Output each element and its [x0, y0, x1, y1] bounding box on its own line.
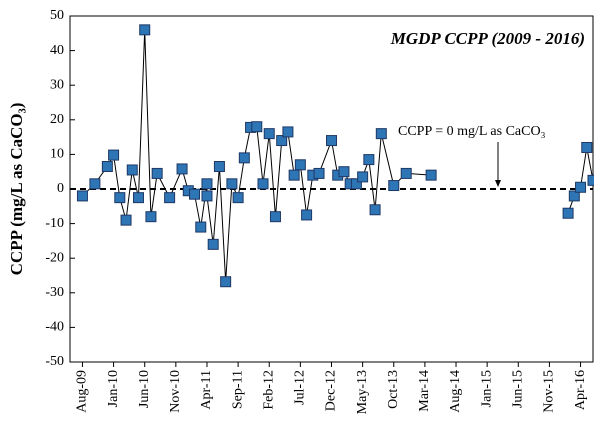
- data-point: [176, 163, 188, 175]
- x-tick-label: Sep-11: [230, 370, 245, 409]
- x-tick-label: Nov-10: [168, 370, 183, 413]
- y-axis-label: CCPP (mg/L as CaCO₃): [7, 103, 26, 276]
- data-point: [562, 207, 574, 219]
- x-tick-label: Aug-09: [75, 370, 90, 413]
- x-tick-label: Jun-15: [511, 370, 526, 408]
- data-point: [89, 178, 101, 190]
- y-tick-label: -10: [45, 216, 64, 231]
- data-point: [313, 167, 325, 179]
- data-point: [220, 276, 232, 288]
- data-point: [238, 152, 250, 164]
- data-point: [207, 238, 219, 250]
- data-point: [350, 178, 362, 190]
- chart-title: MGDP CCPP (2009 - 2016): [390, 29, 585, 48]
- x-tick-label: Oct-13: [386, 370, 401, 409]
- data-point: [294, 159, 306, 171]
- data-point: [581, 141, 593, 153]
- annotation: CCPP = 0 mg/L as CaCO₃: [398, 124, 546, 139]
- data-point: [276, 135, 288, 147]
- data-point: [587, 174, 594, 186]
- x-tick-label: Feb-12: [261, 370, 276, 410]
- data-point: [257, 178, 269, 190]
- data-point: [301, 209, 313, 221]
- data-point: [195, 221, 207, 233]
- data-point: [338, 166, 350, 178]
- data-point: [145, 211, 157, 223]
- data-point: [120, 214, 132, 226]
- data-point: [375, 128, 387, 140]
- data-point: [114, 192, 126, 204]
- data-point: [425, 169, 437, 181]
- data-point: [126, 164, 138, 176]
- y-tick-label: 20: [50, 112, 64, 127]
- data-point: [76, 190, 88, 202]
- data-point: [101, 161, 113, 173]
- x-tick-label: Jun-10: [137, 370, 152, 408]
- y-tick-label: 30: [50, 77, 64, 92]
- x-tick-label: May-13: [355, 370, 370, 414]
- x-tick-label: Dec-12: [324, 370, 339, 411]
- x-tick-label: Mar-14: [417, 370, 432, 412]
- data-point: [575, 181, 587, 193]
- y-tick-label: 0: [57, 181, 64, 196]
- data-point: [282, 126, 294, 138]
- data-point: [201, 178, 213, 190]
- x-tick-label: Apr-11: [199, 370, 214, 410]
- data-point: [213, 161, 225, 173]
- y-tick-label: -20: [45, 250, 64, 265]
- data-point: [263, 128, 275, 140]
- x-tick-label: Jan-10: [106, 370, 121, 407]
- data-point: [164, 192, 176, 204]
- data-point: [369, 204, 381, 216]
- y-tick-label: -50: [45, 354, 64, 369]
- data-point: [232, 192, 244, 204]
- y-tick-label: 50: [50, 8, 64, 23]
- data-point: [363, 154, 375, 166]
- y-tick-label: -40: [45, 320, 64, 335]
- x-tick-label: Aug-14: [448, 370, 463, 413]
- y-tick-label: 40: [50, 43, 64, 58]
- y-tick-label: 10: [50, 147, 64, 162]
- data-point: [357, 171, 369, 183]
- data-point: [139, 24, 151, 36]
- data-point: [568, 190, 580, 202]
- data-point: [388, 180, 400, 192]
- x-tick-label: Jul-12: [293, 370, 308, 405]
- data-point: [201, 190, 213, 202]
- data-point: [251, 121, 263, 133]
- data-point: [226, 178, 238, 190]
- data-point: [326, 135, 337, 147]
- series-line: [82, 29, 594, 282]
- data-point: [189, 188, 201, 200]
- data-point: [288, 169, 300, 181]
- data-point: [400, 167, 412, 179]
- data-point: [108, 149, 120, 161]
- x-tick-label: Nov-15: [542, 370, 557, 413]
- x-tick-label: Apr-16: [573, 370, 588, 410]
- data-point: [269, 211, 281, 223]
- data-point: [151, 167, 163, 179]
- y-tick-label: -30: [45, 285, 64, 300]
- data-point: [132, 192, 144, 204]
- annotation-arrowhead: [495, 180, 501, 187]
- x-tick-label: Jan-15: [479, 370, 494, 407]
